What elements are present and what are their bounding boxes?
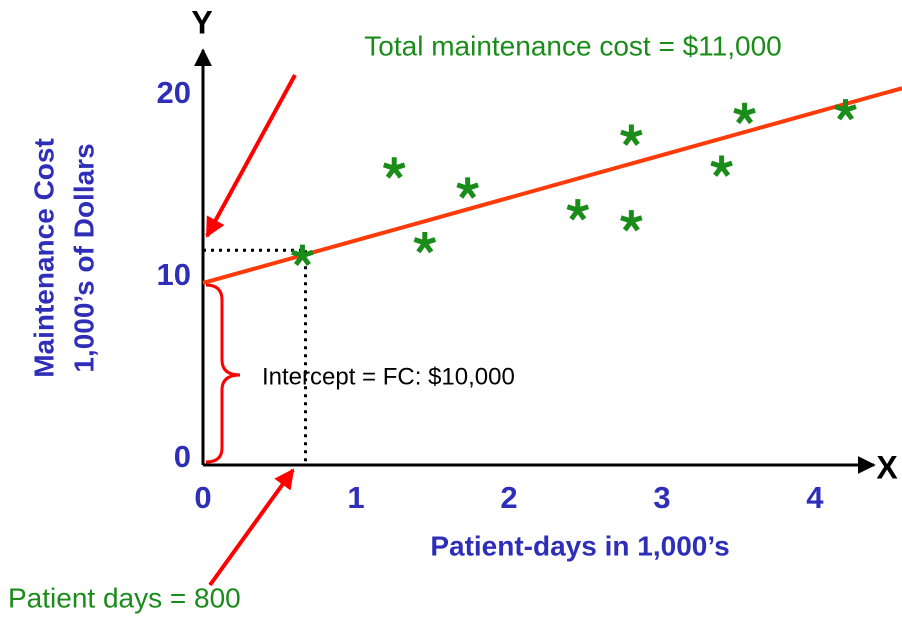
annotation: Patient days = 800 [8,582,241,613]
annotation: Total maintenance cost = $11,000 [364,30,781,61]
point [834,99,857,121]
x-tick-label: 0 [194,480,211,515]
point [710,155,733,177]
arrow [208,468,295,587]
point [566,199,590,221]
point [382,157,406,179]
x-letter: X [876,449,898,485]
point [456,177,479,199]
brace [205,283,241,464]
annotation: Intercept = FC: $10,000 [262,363,515,390]
x-tick-label: 3 [653,480,670,515]
y-axis-label: 1,000’s of Dollars [68,143,99,372]
arrow [205,74,297,238]
x-tick-label: 2 [500,480,517,515]
point [733,102,756,125]
point [620,210,643,232]
x-tick-label: 4 [806,480,824,515]
point [413,231,437,254]
y-letter: Y [191,4,212,40]
point [620,124,643,146]
x-tick-label: 1 [347,480,364,515]
point [291,244,314,267]
y-axis-label: Maintenance Cost [28,138,59,378]
fit-line [202,86,902,285]
x-axis-label: Patient-days in 1,000’s [430,530,729,561]
y-tick-label: 10 [157,257,191,292]
y-tick-label: 0 [174,439,191,474]
y-tick-label: 20 [157,75,191,110]
